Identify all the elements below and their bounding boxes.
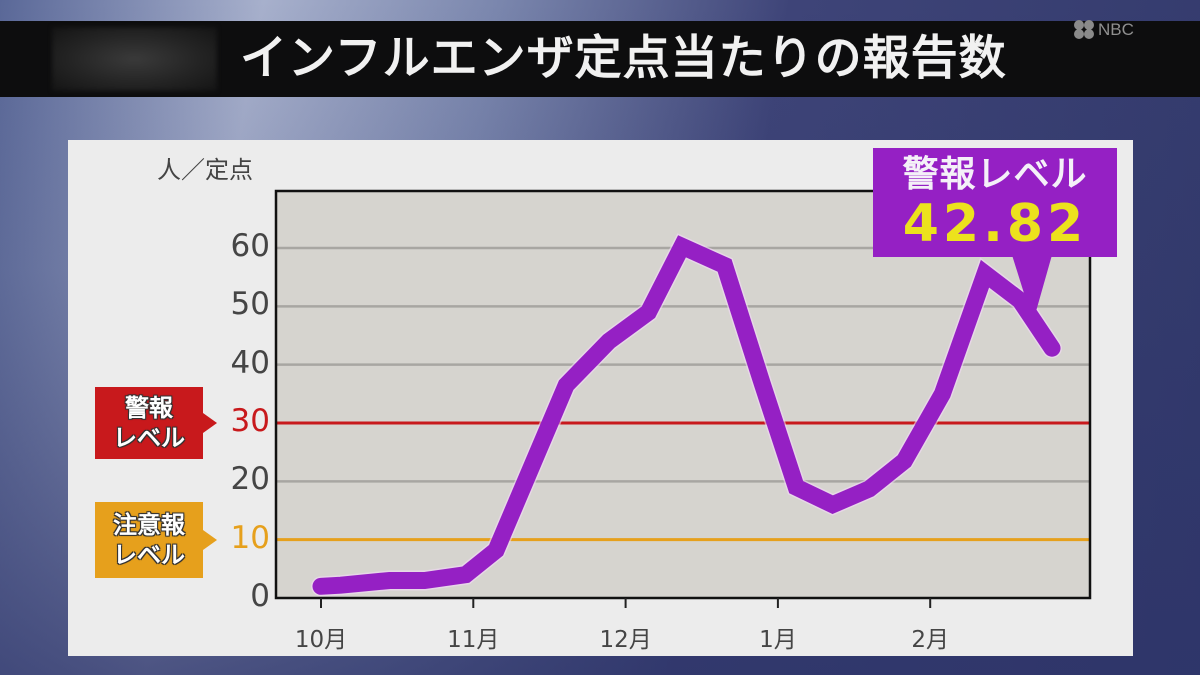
blurred-logo bbox=[52, 27, 217, 91]
caution-tag-line1: 注意報 bbox=[113, 511, 185, 539]
caution-level-tag: 注意報 レベル bbox=[95, 502, 217, 578]
y-tick-label: 40 bbox=[230, 344, 270, 381]
x-tick-label: 1月 bbox=[759, 627, 797, 653]
y-tick-label: 50 bbox=[230, 286, 270, 323]
x-tick-label: 2月 bbox=[911, 627, 950, 653]
x-tick-label: 10月 bbox=[294, 627, 348, 653]
x-tick-label: 12月 bbox=[599, 627, 652, 653]
y-tick-label: 60 bbox=[230, 228, 270, 264]
latest-value-callout: 警報レベル 42.82 bbox=[873, 148, 1117, 257]
plot-frame bbox=[274, 189, 1092, 600]
callout-value: 42.82 bbox=[902, 194, 1088, 254]
y-tick-label: 20 bbox=[230, 461, 270, 498]
alarm-tag-line1: 警報 bbox=[125, 394, 173, 422]
data-line bbox=[312, 235, 1061, 595]
alarm-level-tag: 警報 レベル bbox=[95, 387, 217, 459]
nbc-logo-icon bbox=[1074, 20, 1096, 40]
caution-tag-line2: レベル bbox=[113, 541, 185, 569]
y-tick-label: 0 bbox=[250, 578, 270, 614]
watermark-text: NBC bbox=[1098, 20, 1134, 39]
alarm-tag-line2: レベル bbox=[113, 424, 185, 452]
y-tick-label: 10 bbox=[230, 519, 270, 556]
y-tick-label: 30 bbox=[230, 403, 270, 439]
watermark: NBC bbox=[1074, 19, 1134, 41]
callout-label: 警報レベル bbox=[902, 154, 1088, 195]
x-tick-label: 11月 bbox=[447, 627, 500, 653]
y-axis-unit-label: 人／定点 bbox=[157, 156, 253, 184]
page-title: インフルエンザ定点当たりの報告数 bbox=[240, 31, 1007, 86]
